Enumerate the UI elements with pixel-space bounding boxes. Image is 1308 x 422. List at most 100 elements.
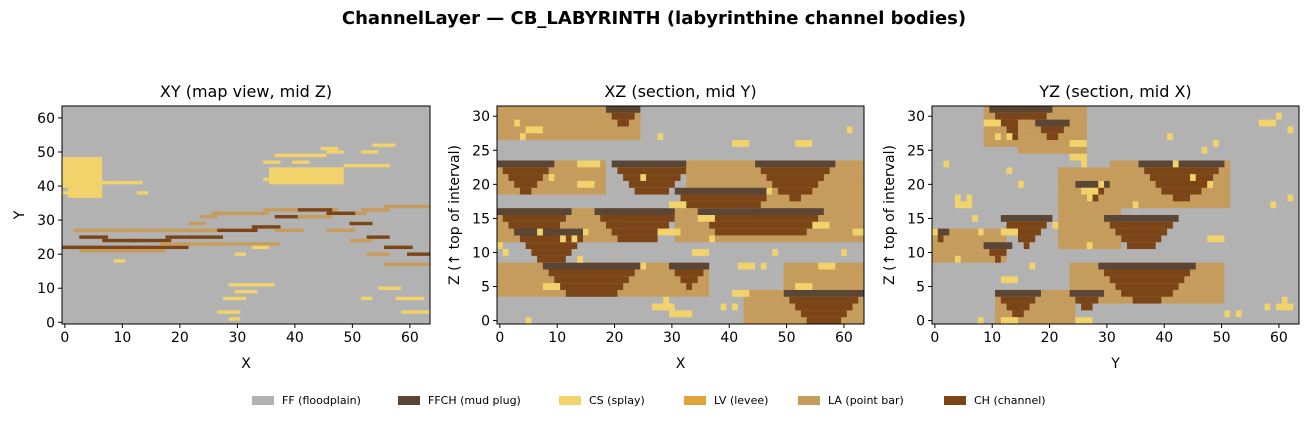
y-tick-label: 30 [37,213,55,229]
heatmap-cell [714,228,807,236]
heatmap-cell [972,215,978,222]
heatmap-cell [995,317,1076,324]
heatmap-cell [497,167,606,175]
x-tick-label: 50 [1213,330,1231,346]
heatmap-cell [932,242,1007,250]
heatmap-cell [1126,242,1156,250]
y-tick-label: 5 [481,280,490,296]
heatmap-cell [1035,119,1070,127]
heatmap-cell [697,215,715,222]
heatmap-cell [783,283,864,290]
heatmap-cell [531,249,572,256]
heatmap-cell [755,201,864,209]
heatmap-cell [514,180,538,188]
plot-frame [61,105,431,325]
heatmap-cell [1023,242,1030,250]
heatmap-cell [1058,167,1122,175]
heatmap-cell [743,317,864,324]
heatmap-cell [1121,289,1173,297]
heatmap-cell [537,255,566,263]
heatmap-cell [113,259,126,263]
heatmap-cell [1075,180,1110,188]
x-axis-label: X [241,356,251,372]
heatmap-cell [674,269,704,277]
heatmap-cell [686,174,778,181]
y-tick-label: 50 [37,145,55,161]
heatmap-cell [514,119,520,127]
heatmap-cell [508,221,561,229]
x-tick-label: 30 [1098,330,1116,346]
x-axis-label: Y [1110,356,1120,372]
heatmap-cell [932,255,1007,263]
figure-title: ChannelLayer — CB_LABYRINTH (labyrinthin… [341,8,967,29]
heatmap-cell [1104,269,1191,277]
heatmap-cell [932,249,1007,256]
heatmap-cell [755,160,836,168]
x-tick-label: 0 [930,330,939,346]
heatmap-cell [623,174,681,181]
heatmap-cell [686,201,761,209]
heatmap-cell [732,140,750,147]
heatmap-cell [657,303,675,311]
heatmap-cell [542,283,561,290]
heatmap-cell [200,215,218,219]
heatmap-cell [571,235,578,243]
heatmap-cell [1000,228,1019,236]
x-tick-label: 10 [113,330,131,346]
panel-title: XZ (section, mid Y) [604,82,756,101]
heatmap-cell [789,296,859,304]
heatmap-cell [1000,317,1019,324]
heatmap-cell [497,160,555,168]
heatmap-cell [943,160,950,168]
heatmap-cell [1098,180,1105,188]
heatmap-cell [136,191,149,195]
heatmap-cell [79,235,108,239]
heatmap-cell [1155,180,1208,188]
heatmap-cell [577,255,584,263]
heatmap-cell [292,160,310,164]
heatmap-cell [502,249,509,256]
heatmap-cell [159,242,218,246]
heatmap-cell [1058,208,1122,215]
heatmap-cell [537,228,543,236]
heatmap-cell [384,262,430,267]
heatmap-cell [102,238,137,243]
heatmap-cell [1006,221,1047,229]
heatmap-cell [554,276,629,284]
heatmap-cell [1144,167,1219,175]
heatmap-cell [674,228,681,236]
heatmap-cell [560,283,624,290]
heatmap-cell [1287,126,1294,134]
y-tick-label: 20 [37,247,55,263]
heatmap-cell [1018,146,1087,154]
heatmap-cell [1018,235,1036,243]
heatmap-cell [1012,228,1041,236]
heatmap-cell [1058,174,1122,181]
y-tick-label: 10 [907,245,925,261]
heatmap-cell [361,150,379,154]
y-tick-label: 30 [472,109,490,125]
legend-swatch-la [798,395,820,405]
y-tick-label: 5 [916,280,925,296]
heatmap-cell [937,235,944,243]
heatmap-cell [297,215,333,219]
x-tick-label: 40 [1155,330,1173,346]
heatmap-cell [954,194,961,202]
legend-label-lv: LV (levee) [714,393,769,407]
heatmap-cell [497,180,606,188]
heatmap-cell [1098,262,1196,270]
heatmap-cell [1012,310,1024,318]
heatmap-cell [680,194,767,202]
heatmap-cell [548,174,555,181]
heatmap-cell [932,228,938,236]
heatmap-cell [1104,215,1179,222]
heatmap-cell [1287,194,1294,202]
heatmap-cell [1132,201,1139,209]
heatmap-cell [1081,187,1099,195]
heatmap-cell [663,296,670,304]
heatmap-cell [1058,215,1122,222]
heatmap-cell [234,252,246,256]
heatmap-cell [67,187,103,198]
heatmap-cell [600,215,675,222]
panel-xz: XZ (section, mid Y) 0 10 20 30 40 50 60 0 5 10 15 20… [447,82,865,372]
